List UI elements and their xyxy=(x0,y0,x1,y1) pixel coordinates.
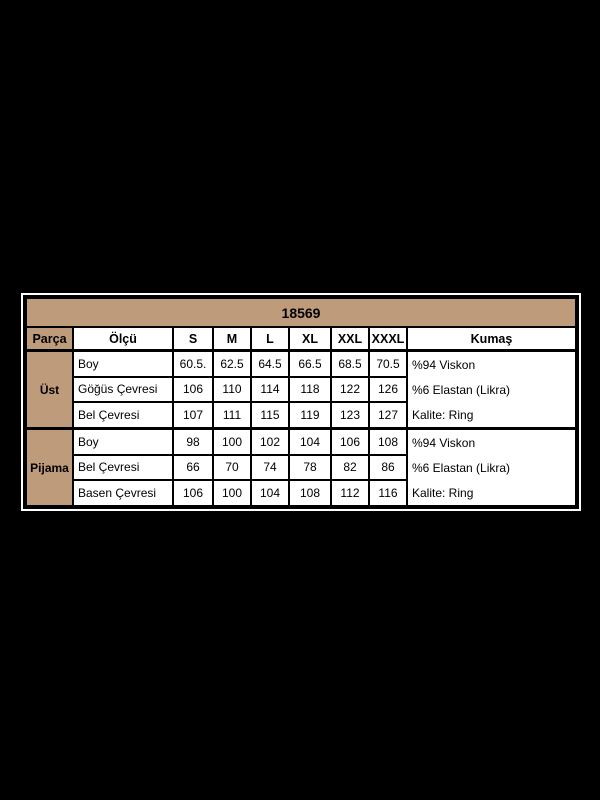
size-value: 104 xyxy=(250,479,290,508)
fabric-line: Kalite: Ring xyxy=(412,485,474,500)
product-code-title: 18569 xyxy=(24,296,578,328)
size-value: 70 xyxy=(212,453,252,482)
size-value: 82 xyxy=(330,453,370,482)
size-chart-table: 18569 Parça Ölçü S M L XL XXL XXXL Kumaş… xyxy=(23,295,579,509)
size-value: 126 xyxy=(368,375,408,404)
measure-label: Bel Çevresi xyxy=(72,401,174,430)
size-value: 116 xyxy=(368,479,408,508)
col-header-l: L xyxy=(250,326,290,352)
fabric-line: %94 Viskon xyxy=(412,357,476,372)
size-value: 102 xyxy=(250,426,290,456)
size-value: 112 xyxy=(330,479,370,508)
size-value: 110 xyxy=(212,375,252,404)
size-value: 114 xyxy=(250,375,290,404)
fabric-line: %94 Viskon xyxy=(412,435,476,450)
size-chart-container: 18569 Parça Ölçü S M L XL XXL XXXL Kumaş… xyxy=(21,293,581,511)
size-value: 78 xyxy=(288,453,332,482)
size-value: 100 xyxy=(212,426,252,456)
size-value: 68.5 xyxy=(330,349,370,378)
col-header-kumas: Kumaş xyxy=(406,326,578,352)
size-value: 108 xyxy=(368,426,408,456)
row-pijama-basen-cevresi: Basen Çevresi 106 100 104 108 112 116 xyxy=(25,479,577,508)
size-value: 66 xyxy=(172,453,214,482)
col-header-s: S xyxy=(172,326,214,352)
fabric-info-pijama: %94 Viskon %6 Elastan (Likra) Kalite: Ri… xyxy=(406,427,578,508)
row-ust-boy: Üst Boy 60.5. 62.5 64.5 66.5 68.5 70.5 %… xyxy=(24,349,578,430)
size-value: 66.5 xyxy=(288,349,332,378)
group-label-pijama: Pijama xyxy=(24,427,74,508)
measure-label: Bel Çevresi xyxy=(72,453,174,482)
size-value: 122 xyxy=(330,375,370,404)
size-value: 62.5 xyxy=(212,349,252,378)
col-header-m: M xyxy=(212,326,252,352)
col-header-xxxl: XXXL xyxy=(368,326,408,352)
row-ust-gogus-cevresi: Göğüs Çevresi 106 110 114 118 122 126 xyxy=(25,375,577,404)
size-value: 127 xyxy=(368,401,408,430)
measure-label: Basen Çevresi xyxy=(72,479,174,508)
size-value: 111 xyxy=(212,401,252,430)
row-pijama-bel-cevresi: Bel Çevresi 66 70 74 78 82 86 xyxy=(25,453,577,482)
size-value: 107 xyxy=(172,401,214,430)
fabric-info-ust: %94 Viskon %6 Elastan (Likra) Kalite: Ri… xyxy=(406,349,578,430)
size-value: 104 xyxy=(288,426,332,456)
size-value: 106 xyxy=(172,375,214,404)
size-value: 106 xyxy=(330,426,370,456)
size-value: 123 xyxy=(330,401,370,430)
size-value: 70.5 xyxy=(368,349,408,378)
col-header-olcu: Ölçü xyxy=(72,326,174,352)
col-header-parca: Parça xyxy=(24,326,74,352)
fabric-line: Kalite: Ring xyxy=(412,407,474,422)
size-value: 108 xyxy=(288,479,332,508)
column-header-row: Parça Ölçü S M L XL XXL XXXL Kumaş xyxy=(24,326,578,352)
col-header-xxl: XXL xyxy=(330,326,370,352)
size-value: 64.5 xyxy=(250,349,290,378)
fabric-line: %6 Elastan (Likra) xyxy=(412,460,511,475)
size-value: 106 xyxy=(172,479,214,508)
size-value: 98 xyxy=(172,426,214,456)
size-value: 86 xyxy=(368,453,408,482)
size-value: 119 xyxy=(288,401,332,430)
measure-label: Boy xyxy=(72,426,174,456)
size-value: 60.5. xyxy=(172,349,214,378)
fabric-line: %6 Elastan (Likra) xyxy=(412,382,511,397)
measure-label: Göğüs Çevresi xyxy=(72,375,174,404)
col-header-xl: XL xyxy=(288,326,332,352)
size-value: 74 xyxy=(250,453,290,482)
size-value: 118 xyxy=(288,375,332,404)
row-ust-bel-cevresi: Bel Çevresi 107 111 115 119 123 127 xyxy=(25,401,577,430)
measure-label: Boy xyxy=(72,349,174,378)
size-value: 115 xyxy=(250,401,290,430)
row-pijama-boy: Pijama Boy 98 100 102 104 106 108 %94 Vi… xyxy=(24,426,578,508)
group-label-ust: Üst xyxy=(24,349,74,430)
size-value: 100 xyxy=(212,479,252,508)
title-row: 18569 xyxy=(24,296,578,328)
